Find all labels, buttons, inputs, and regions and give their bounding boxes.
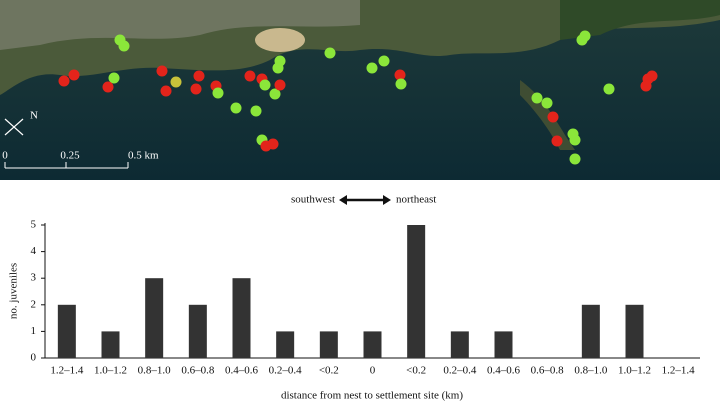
map-marker [193,70,205,82]
map-marker [267,138,279,150]
x-tick-label: 0 [370,365,376,377]
map-marker [58,75,70,87]
scale-bar [4,162,129,169]
bar [319,331,338,358]
map-marker [603,83,615,95]
aerial-map: N 0 0.25 0.5 km [0,0,720,180]
map-marker [160,85,172,97]
x-tick-label: <0.2 [406,365,426,377]
map-marker [68,69,80,81]
bar [276,331,295,358]
direction-label: southwest [291,194,335,206]
beach [255,28,305,52]
x-tick-label: 0.6–0.8 [181,365,215,377]
map-marker [395,78,407,90]
bar [407,225,426,358]
map-marker [108,72,120,84]
y-axis-title: no. juveniles [8,263,20,319]
map-marker [569,153,581,165]
y-tick-label: 0 [31,352,37,364]
x-tick-label: 0.4–0.6 [225,365,259,377]
forest [560,0,720,40]
map-marker [102,81,114,93]
map-marker [250,105,262,117]
x-tick-label: 0.4–0.6 [487,365,521,377]
bar [581,304,600,358]
map-marker [551,135,563,147]
x-tick-label: <0.2 [319,365,339,377]
north-label: N [30,110,38,122]
x-tick-label: 1.2–1.4 [50,365,84,377]
x-tick-label: 0.6–0.8 [531,365,565,377]
bar [625,304,644,358]
scale-label: 0 [2,150,8,162]
direction-arrow [339,195,391,205]
x-tick-label: 0.2–0.4 [443,365,477,377]
map-marker [579,30,591,42]
x-axis-title: distance from nest to settlement site (k… [281,390,463,402]
map-marker [244,70,256,82]
bar [101,331,120,358]
bar [188,304,207,358]
map-marker [394,69,406,81]
bar [450,331,469,358]
y-tick-label: 4 [31,245,37,257]
map-marker [259,79,271,91]
map-marker [378,55,390,67]
y-tick-label: 2 [31,298,37,310]
scale-label: 0.25 [60,150,80,162]
map-marker [541,97,553,109]
y-tick-label: 1 [31,325,37,337]
map-marker [170,76,182,88]
x-tick-label: 1.2–1.4 [662,365,696,377]
map-marker [274,79,286,91]
x-tick-label: 0.8–1.0 [574,365,608,377]
map-marker [156,65,168,77]
map-marker [118,40,130,52]
map-marker [324,47,336,59]
map-marker [269,88,281,100]
bar [145,278,164,358]
bar [363,331,382,358]
map-marker [212,87,224,99]
map-marker [531,92,543,104]
scale-label: 0.5 km [128,150,159,162]
map-marker [640,80,652,92]
x-tick-label: 0.8–1.0 [138,365,172,377]
x-tick-label: 1.0–1.2 [94,365,127,377]
x-tick-label: 0.2–0.4 [269,365,303,377]
x-tick-label: 1.0–1.2 [618,365,651,377]
direction-label: northeast [396,194,436,206]
map-marker [190,83,202,95]
y-tick-label: 5 [31,219,37,231]
map-marker [547,111,559,123]
map-marker [366,62,378,74]
map-marker [569,134,581,146]
map-marker [230,102,242,114]
town [0,0,360,50]
map-marker [646,70,658,82]
map-marker [272,62,284,74]
bar [494,331,513,358]
y-tick-label: 3 [31,272,37,284]
bar [232,278,251,358]
bar [57,304,76,358]
compass [4,118,24,136]
